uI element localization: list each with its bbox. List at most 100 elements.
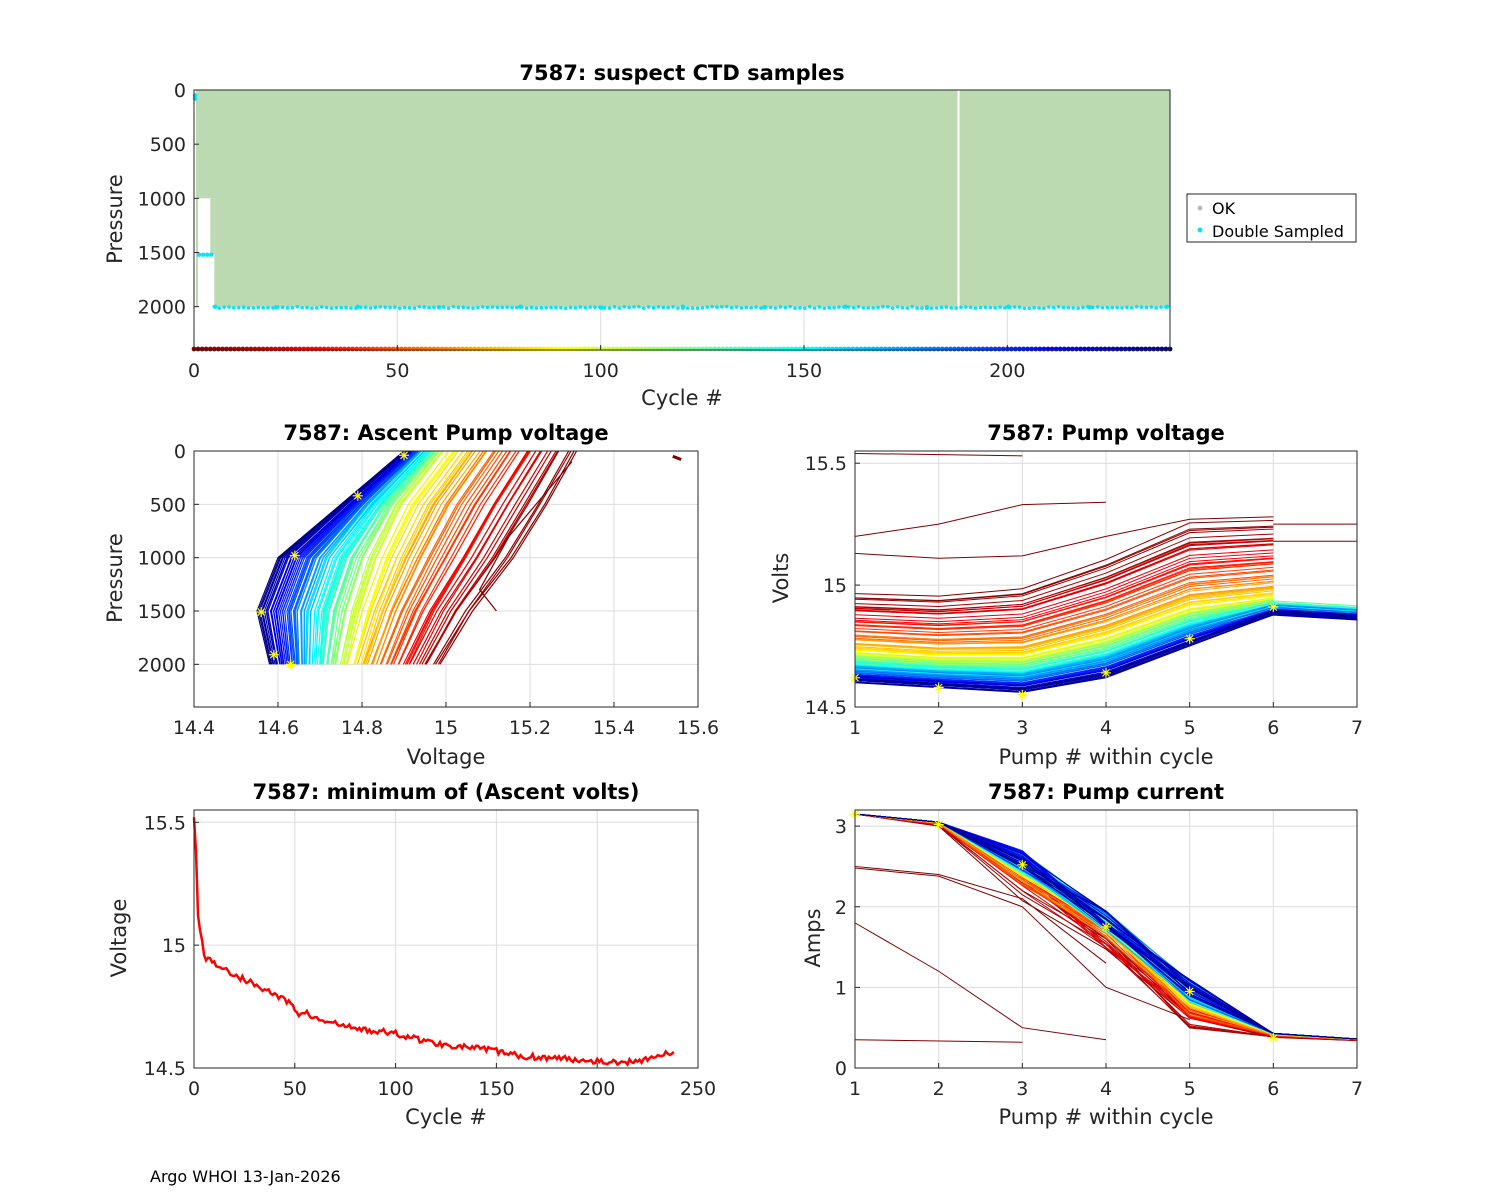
ctd-double-marker-14	[843, 304, 848, 309]
ascent-profile-line	[343, 451, 443, 665]
ctd-double-point	[451, 304, 456, 309]
ctd-double-point	[812, 306, 817, 310]
pumpc-marker-1-stroke-3	[934, 820, 943, 829]
ctd-double-point	[1076, 306, 1080, 311]
ascent-xtick-label-4: 15.2	[509, 717, 551, 739]
ctd-double-marker-12	[680, 304, 686, 309]
ctd-double-point	[695, 306, 700, 310]
ctd-double-point	[846, 305, 851, 309]
ctd-double-point	[724, 304, 729, 309]
ctd-double-point	[715, 305, 719, 309]
ascent-profile-line	[345, 451, 444, 665]
ctd-double-marker-8	[355, 304, 360, 309]
pumpv-plot-area: 1 2 3 4 5 6 7 14.5 15 15.5	[805, 450, 1363, 739]
ctd-double-point	[559, 305, 563, 310]
ctd-double-point	[1144, 305, 1149, 310]
ascent-ytick-label-4: 2000	[138, 654, 186, 676]
ctd-double-point	[720, 304, 724, 309]
ctd-double-point	[310, 306, 314, 310]
pumpv-line	[855, 578, 1274, 643]
ctd-double-point	[759, 306, 763, 310]
ctd-double-point	[944, 305, 949, 309]
ctd-double-marker-3	[200, 252, 206, 257]
ctd-double-point	[885, 305, 890, 309]
minv-xtick-label-0: 0	[188, 1078, 200, 1100]
pumpv-marker-1	[933, 682, 944, 693]
pumpv-xtick-label-5: 6	[1267, 717, 1279, 739]
ascent-profile-line	[346, 451, 450, 665]
ascent-marker-5	[285, 659, 296, 670]
ascent-profile-line	[300, 451, 420, 665]
ctd-double-point	[1110, 305, 1115, 310]
ctd-double-point	[851, 305, 856, 310]
pumpv-marker-3-stroke-3	[1102, 668, 1110, 677]
ctd-double-point	[1090, 305, 1095, 310]
ctd-ytick-label-0: 0	[174, 80, 186, 102]
ctd-double-point	[768, 305, 773, 310]
ascent-profile-line	[386, 451, 504, 665]
ctd-title: 7587: suspect CTD samples	[519, 61, 844, 85]
ctd-double-point	[407, 306, 412, 310]
pumpv-line	[855, 599, 1274, 661]
ascent-plot-area: 14.4 14.6 14.8 15 15.2 15.4 15.6 0 500 1000 1500 20…	[138, 441, 720, 739]
ctd-double-point	[754, 305, 758, 309]
ctd-double-point	[1012, 305, 1017, 309]
pumpv-marker-5	[1268, 602, 1279, 613]
pumpc-marker-3	[1101, 921, 1111, 932]
pumpv-line	[855, 561, 1274, 630]
pumpc-xtick-label-2: 3	[1016, 1078, 1028, 1100]
ascent-profile-line	[265, 451, 408, 665]
ctd-double-point	[661, 305, 666, 310]
minv-line	[192, 817, 675, 1067]
ctd-double-point	[393, 305, 397, 309]
legend-double-label: Double Sampled	[1212, 222, 1344, 241]
legend-ok-marker	[1197, 205, 1203, 211]
ascent-profile-line	[327, 451, 435, 665]
ctd-double-point	[373, 305, 378, 310]
ctd-double-point	[1032, 305, 1036, 310]
ctd-double-point	[968, 305, 973, 310]
pumpc-marker-4-stroke-3	[1185, 987, 1194, 996]
ascent-marker-3-stroke-3	[257, 608, 266, 616]
ctd-double-point	[690, 306, 695, 310]
pumpv-ylabel: Volts	[769, 553, 793, 604]
pumpv-line	[855, 590, 1274, 652]
minv-xtick-label-3: 150	[478, 1078, 514, 1100]
ctd-ylabel: Pressure	[103, 174, 127, 264]
ctd-double-point	[529, 305, 534, 310]
ctd-double-marker-13	[762, 305, 767, 310]
ctd-double-point	[934, 306, 939, 310]
ascent-outlier-profile	[478, 461, 573, 612]
ascent-profile-line	[282, 451, 415, 665]
pumpc-outlier-1	[854, 922, 1107, 1041]
ctd-double-point	[285, 306, 290, 310]
ascent-marker-0-stroke-3	[400, 451, 408, 460]
pumpc-xtick-label-3: 4	[1100, 1078, 1112, 1100]
ctd-xtick-label-1: 50	[385, 360, 409, 382]
ctd-ok-points	[196, 90, 1170, 307]
ctd-double-point	[871, 306, 875, 310]
ctd-double-point	[251, 306, 256, 310]
pumpv-line	[855, 526, 1274, 602]
pumpv-line	[855, 597, 1274, 659]
pumpc-ytick-label-0: 0	[835, 1058, 847, 1080]
ascent-profile-line	[354, 451, 457, 665]
ctd-double-point	[749, 305, 753, 310]
ctd-ytick-label-1: 500	[150, 134, 186, 156]
ctd-double-marker-10	[518, 304, 523, 309]
pumpv-line	[855, 549, 1274, 619]
pumpc-marker-5	[1268, 1033, 1279, 1044]
pumpc-outlier-3	[854, 865, 1107, 964]
ctd-double-point	[256, 305, 261, 310]
ctd-double-point	[856, 304, 861, 309]
ctd-ytick-label-3: 1500	[138, 243, 186, 265]
ctd-double-point	[227, 305, 231, 309]
ctd-double-point	[1081, 305, 1085, 310]
pumpv-line	[855, 592, 1274, 654]
ctd-double-point	[315, 306, 319, 310]
minv-xlabel: Cycle #	[405, 1105, 487, 1129]
ascent-marker-4-stroke-3	[269, 650, 278, 659]
ascent-profile-line	[415, 451, 543, 665]
ctd-double-point	[583, 305, 588, 310]
